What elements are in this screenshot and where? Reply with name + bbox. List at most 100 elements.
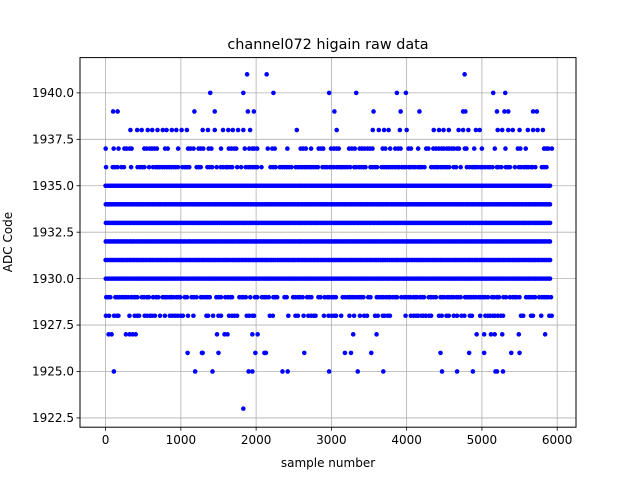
data-point <box>200 350 205 356</box>
data-point <box>502 90 508 96</box>
data-point <box>155 294 161 300</box>
data-point <box>381 127 387 133</box>
data-point <box>408 146 414 151</box>
data-point <box>146 164 152 170</box>
data-point <box>174 127 179 133</box>
data-point <box>210 313 216 319</box>
data-point <box>251 313 257 319</box>
data-point <box>374 164 380 170</box>
data-point <box>351 313 357 319</box>
y-axis-label: ADC Code <box>1 212 15 272</box>
data-point <box>128 127 133 133</box>
data-point <box>415 313 421 319</box>
data-point <box>185 350 190 356</box>
data-point <box>207 90 213 96</box>
data-point <box>212 109 218 114</box>
data-point <box>357 313 363 319</box>
data-point <box>180 313 186 319</box>
data-point <box>516 332 522 337</box>
data-point <box>218 146 224 151</box>
data-point <box>185 313 191 319</box>
data-point <box>547 276 553 281</box>
data-point <box>129 146 134 151</box>
data-point <box>446 164 452 170</box>
data-point <box>398 109 403 114</box>
data-point <box>471 146 477 151</box>
data-point <box>404 127 409 133</box>
data-point <box>200 127 205 133</box>
data-point <box>473 127 479 133</box>
data-point <box>273 164 278 170</box>
data-point <box>111 369 117 374</box>
data-point <box>479 146 485 151</box>
x-tick-label: 0 <box>102 433 110 447</box>
data-point <box>376 127 382 133</box>
y-tick-label: 1937.5 <box>32 133 74 147</box>
x-axis-ticks: 0 1000 2000 3000 4000 5000 6000 <box>102 427 572 447</box>
data-point <box>347 164 353 170</box>
data-points <box>103 72 555 411</box>
y-tick-label: 1922.5 <box>32 411 74 425</box>
data-point <box>247 127 253 133</box>
data-point <box>398 146 403 151</box>
y-axis-ticks: 1922.5 1925.0 1927.5 1930.0 1932.5 1935.0 1937… <box>32 86 80 425</box>
data-point <box>266 294 272 300</box>
x-tick-label: 1000 <box>166 433 197 447</box>
data-point <box>477 127 482 133</box>
data-point <box>247 294 253 300</box>
data-point <box>481 350 487 356</box>
data-point <box>110 109 116 114</box>
data-point <box>285 146 290 151</box>
data-point <box>108 294 113 300</box>
y-tick-label: 1925.0 <box>32 365 74 379</box>
data-point <box>403 313 408 319</box>
data-point <box>453 164 459 170</box>
data-point <box>106 313 112 319</box>
data-point <box>210 369 215 374</box>
data-point <box>165 146 171 151</box>
data-point <box>477 313 483 319</box>
data-point <box>313 313 318 319</box>
data-point <box>145 127 151 133</box>
y-tick-label: 1927.5 <box>32 318 74 332</box>
data-point <box>492 332 498 337</box>
data-point <box>338 313 344 319</box>
data-point <box>155 127 160 133</box>
data-point <box>495 127 501 133</box>
data-point <box>547 202 553 207</box>
data-point <box>133 332 138 337</box>
data-point <box>191 146 196 151</box>
data-point <box>381 369 386 374</box>
data-point <box>469 313 475 319</box>
data-point <box>540 127 546 133</box>
data-point <box>246 313 252 319</box>
data-point <box>274 294 280 300</box>
data-point <box>152 313 158 319</box>
data-point <box>474 332 479 337</box>
data-point <box>116 146 121 151</box>
data-point <box>500 369 506 374</box>
data-point <box>169 127 175 133</box>
data-point <box>200 146 206 151</box>
data-point <box>534 109 540 114</box>
data-point <box>332 109 337 114</box>
data-point <box>157 313 163 319</box>
data-point <box>134 127 140 133</box>
data-point <box>229 294 235 300</box>
data-point <box>394 90 400 96</box>
data-point <box>207 294 213 300</box>
data-point <box>218 294 224 300</box>
y-tick-label: 1932.5 <box>32 225 74 239</box>
data-point <box>451 146 457 151</box>
data-point <box>347 313 352 319</box>
data-point <box>494 369 500 374</box>
data-point <box>458 294 463 300</box>
data-point <box>464 146 469 151</box>
data-point <box>438 350 443 356</box>
data-point <box>334 127 339 133</box>
x-tick-label: 3000 <box>316 433 347 447</box>
data-point <box>109 332 114 337</box>
data-point <box>454 313 460 319</box>
data-point <box>530 127 536 133</box>
data-point <box>128 164 134 170</box>
